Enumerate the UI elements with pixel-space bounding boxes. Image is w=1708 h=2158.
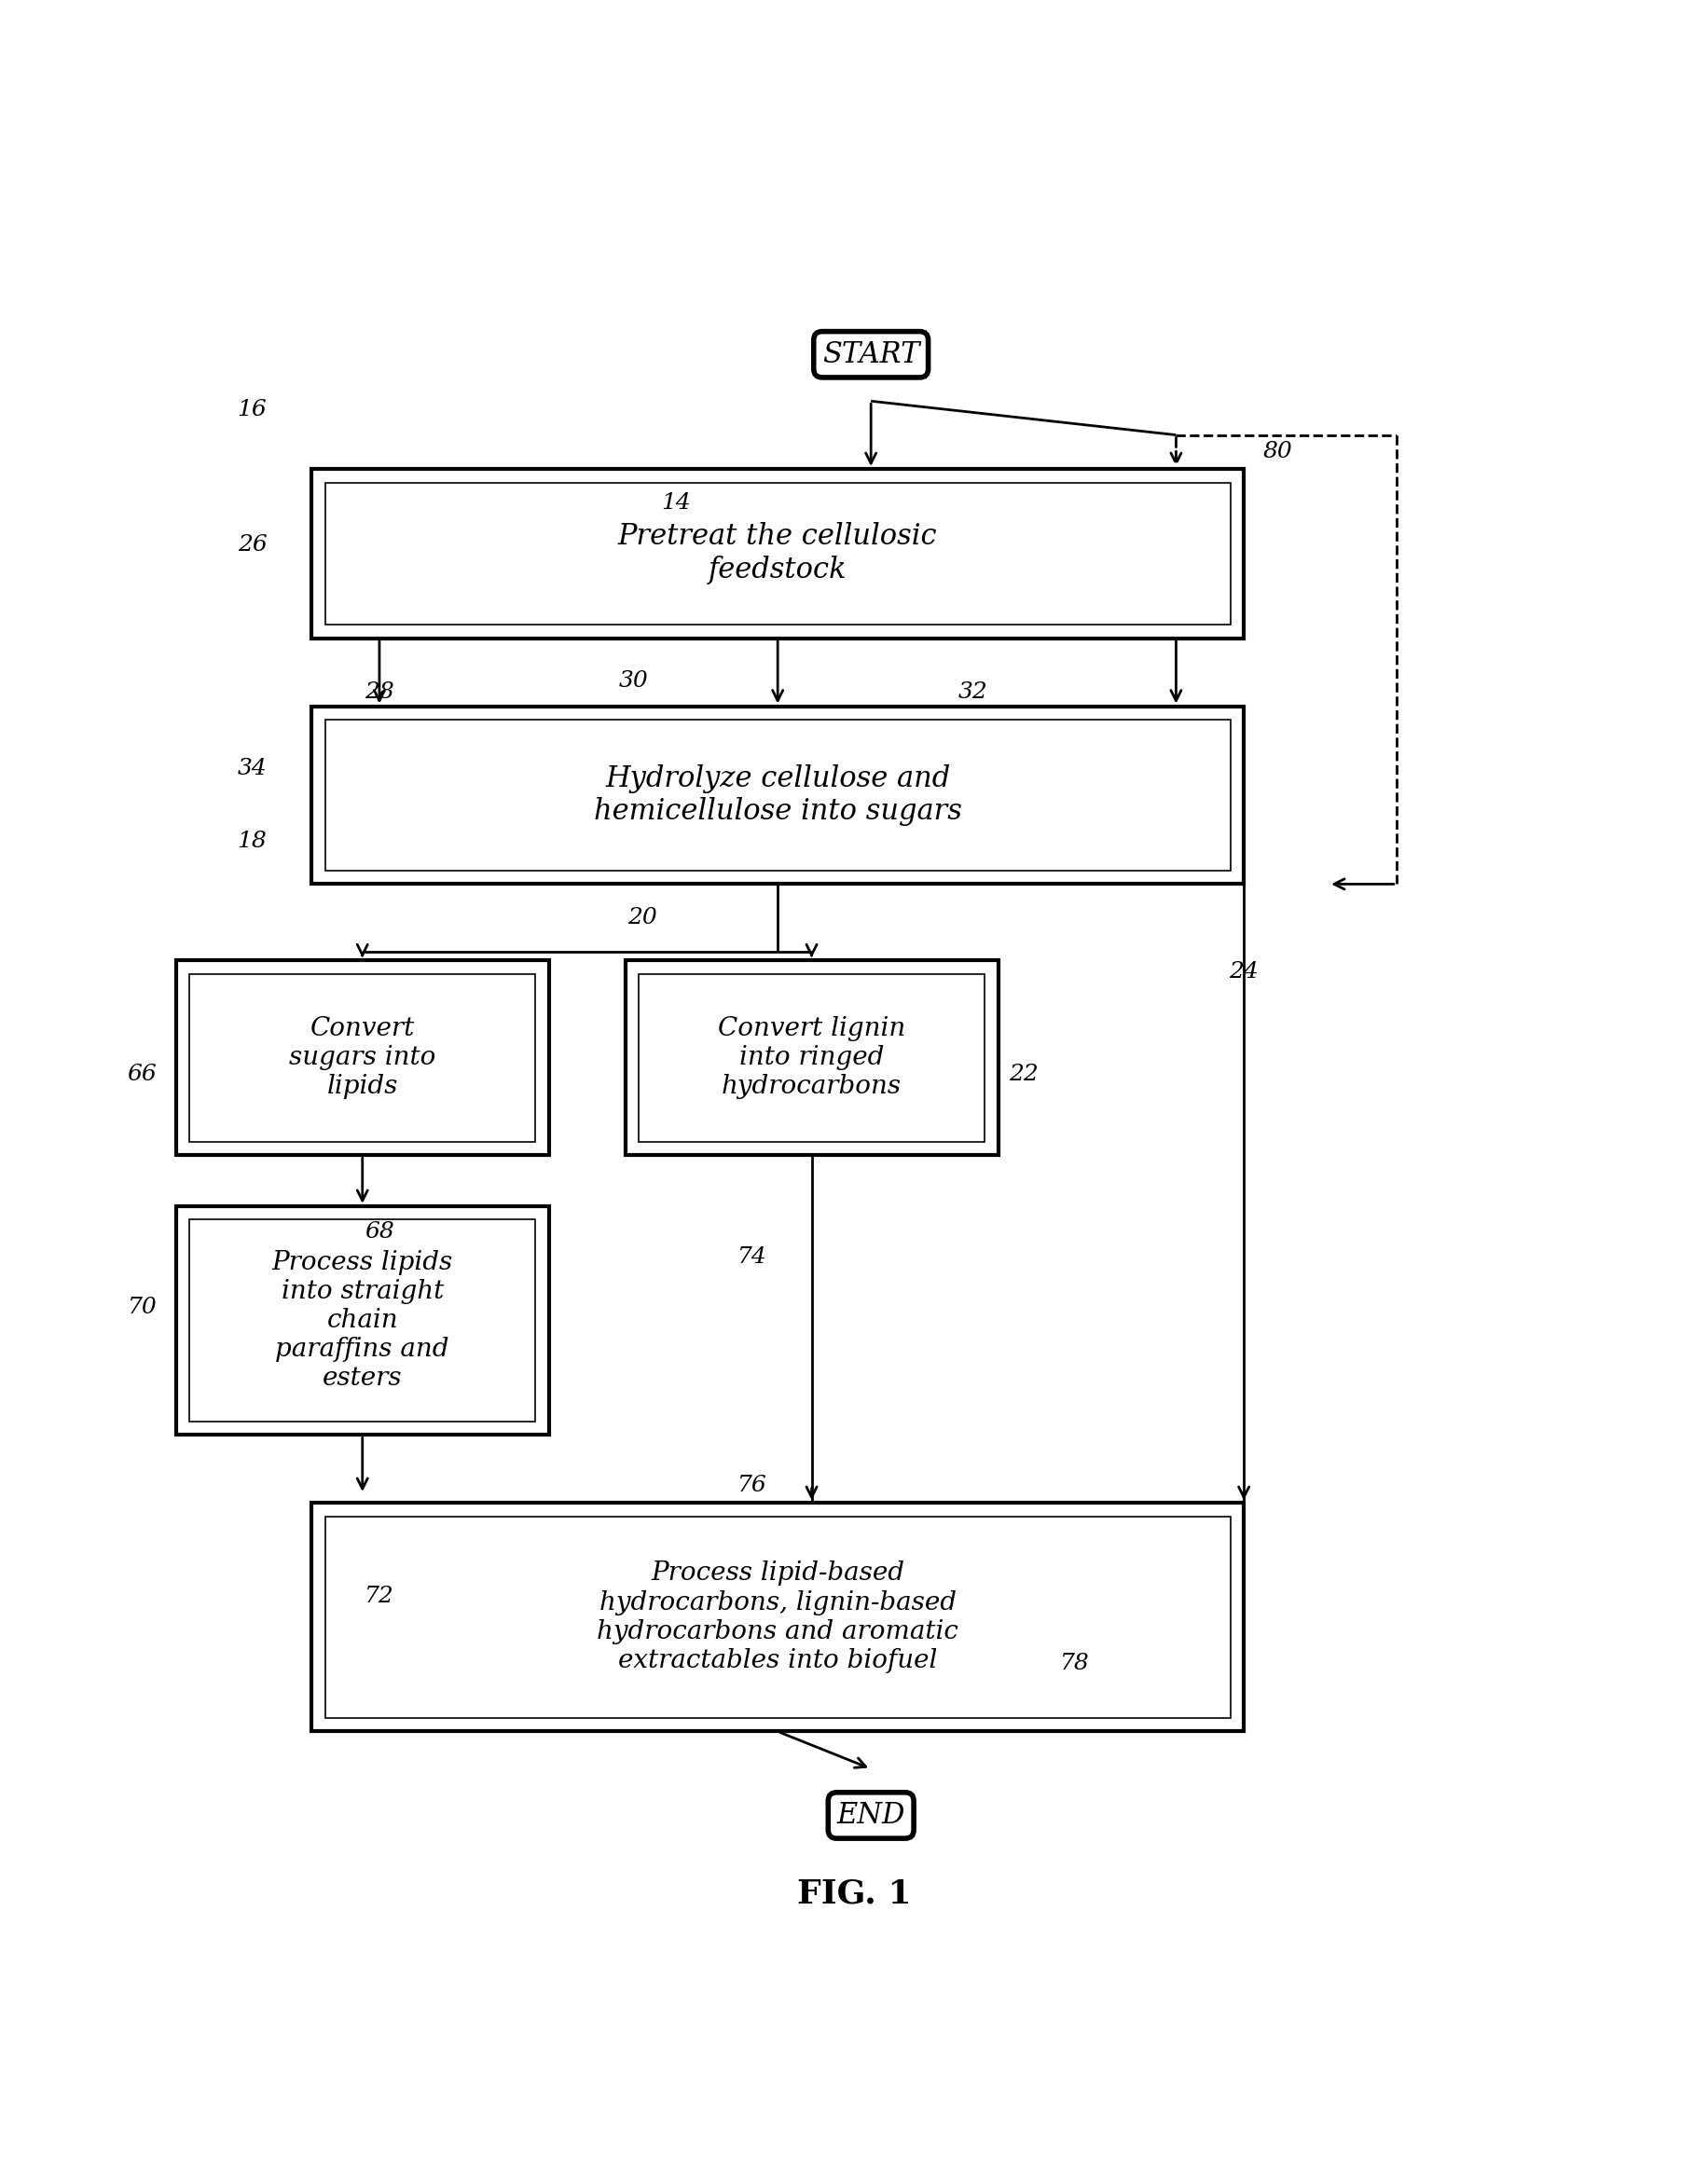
Bar	[311, 706, 1243, 885]
Text: 76: 76	[738, 1476, 767, 1495]
Text: 30: 30	[618, 669, 649, 691]
Text: 26: 26	[237, 535, 266, 557]
Text: START: START	[822, 341, 919, 369]
Bar	[311, 468, 1243, 639]
Bar	[190, 1219, 535, 1422]
Bar	[311, 1502, 1243, 1731]
Bar	[176, 960, 548, 1155]
Text: 28: 28	[364, 682, 395, 704]
Text: Convert
sugars into
lipids: Convert sugars into lipids	[289, 1016, 436, 1098]
Text: 78: 78	[1059, 1653, 1090, 1675]
Text: 22: 22	[1009, 1064, 1038, 1085]
Bar	[190, 973, 535, 1142]
Text: 74: 74	[738, 1245, 767, 1267]
Text: 18: 18	[237, 831, 266, 852]
Text: Convert lignin
into ringed
hydrocarbons: Convert lignin into ringed hydrocarbons	[717, 1016, 905, 1098]
Text: 34: 34	[237, 757, 266, 779]
Bar	[625, 960, 997, 1155]
Bar	[325, 1517, 1230, 1718]
Text: Hydrolyze cellulose and
hemicellulose into sugars: Hydrolyze cellulose and hemicellulose in…	[594, 764, 962, 827]
Bar	[325, 721, 1230, 870]
Text: Process lipids
into straight
chain
paraffins and
esters: Process lipids into straight chain paraf…	[272, 1249, 453, 1392]
Text: 14: 14	[661, 492, 690, 514]
Text: END: END	[837, 1802, 905, 1830]
Bar	[325, 483, 1230, 626]
Text: 16: 16	[237, 399, 266, 421]
Bar	[639, 973, 984, 1142]
Text: 80: 80	[1262, 440, 1293, 462]
Text: FIG. 1: FIG. 1	[798, 1877, 910, 1910]
Text: 32: 32	[958, 682, 987, 704]
Text: 66: 66	[128, 1064, 157, 1085]
Text: 24: 24	[1230, 962, 1259, 982]
Bar	[176, 1206, 548, 1435]
Text: Process lipid-based
hydrocarbons, lignin-based
hydrocarbons and aromatic
extract: Process lipid-based hydrocarbons, lignin…	[596, 1560, 958, 1672]
Text: Pretreat the cellulosic
feedstock: Pretreat the cellulosic feedstock	[618, 522, 938, 585]
Text: 70: 70	[128, 1297, 157, 1319]
Text: 68: 68	[364, 1221, 395, 1243]
Text: 72: 72	[364, 1586, 395, 1608]
Text: 20: 20	[627, 906, 658, 928]
